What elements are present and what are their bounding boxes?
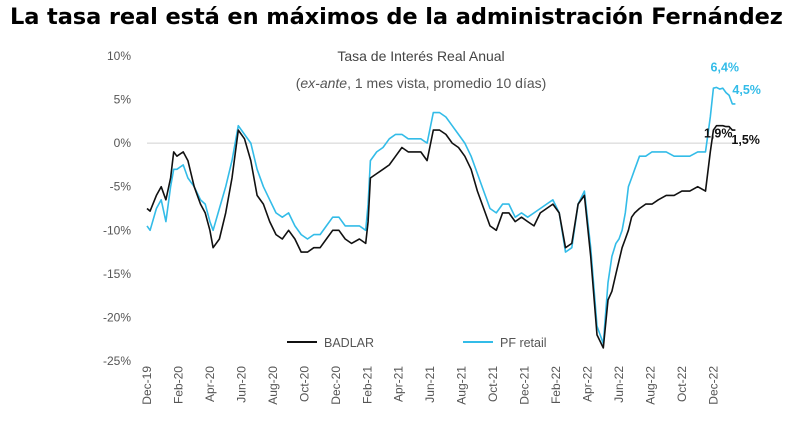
- x-tick-label: Aug-21: [455, 366, 469, 405]
- x-tick-label: Apr-20: [203, 366, 217, 402]
- chart-title: Tasa de Interés Real Anual: [337, 48, 504, 64]
- chart-subtitle-italic: ex-ante: [300, 75, 347, 91]
- x-tick-label: Feb-20: [171, 366, 185, 404]
- headline: La tasa real está en máximos de la admin…: [10, 4, 783, 30]
- chart-subtitle-open: (: [296, 75, 301, 91]
- series-lines: [146, 86, 736, 349]
- series-line-badlar: [146, 124, 736, 349]
- annotation-label: 1,9%: [704, 127, 733, 141]
- x-axis-ticks: Dec-19 Feb-20 Apr-20 Jun-20 Aug-20 Oct-20 Dec-…: [140, 366, 720, 405]
- x-tick-label: Aug-20: [266, 366, 280, 405]
- y-tick-label: -10%: [103, 223, 131, 237]
- y-tick-label: 5%: [114, 93, 132, 107]
- chart-subtitle: (ex-ante, 1 mes vista, promedio 10 días): [296, 75, 547, 91]
- x-tick-label: Feb-22: [549, 366, 563, 404]
- y-tick-label: -15%: [103, 267, 131, 281]
- x-tick-label: Oct-20: [297, 366, 311, 402]
- y-tick-label: -20%: [103, 310, 131, 324]
- x-tick-label: Feb-21: [360, 366, 374, 404]
- y-tick-label: 10%: [107, 49, 131, 63]
- x-tick-label: Apr-22: [581, 366, 595, 402]
- annotations: 6,4% 4,5% 1,9%1,5%: [704, 60, 761, 147]
- x-tick-label: Aug-22: [643, 366, 657, 405]
- legend-label: PF retail: [500, 336, 547, 350]
- x-tick-label: Dec-20: [329, 366, 343, 405]
- series-line-pf-retail: [146, 86, 736, 345]
- legend-label: BADLAR: [324, 336, 374, 350]
- legend: BADLAR PF retail: [287, 336, 547, 350]
- annotation-label: 1,5%: [731, 133, 760, 147]
- annotation-label: 4,5%: [732, 83, 761, 97]
- x-tick-label: Apr-21: [392, 366, 406, 402]
- x-tick-label: Dec-19: [140, 366, 154, 405]
- chart-subtitle-rest: , 1 mes vista, promedio 10 días): [347, 75, 546, 91]
- x-tick-label: Dec-21: [518, 366, 532, 405]
- y-axis-ticks: 10% 5% 0% -5% -10% -15% -20% -25%: [103, 49, 131, 368]
- x-tick-label: Oct-22: [675, 366, 689, 402]
- y-tick-label: -25%: [103, 354, 131, 368]
- x-tick-label: Jun-22: [612, 366, 626, 403]
- y-tick-label: -5%: [110, 180, 132, 194]
- x-tick-label: Oct-21: [486, 366, 500, 402]
- y-tick-label: 0%: [114, 136, 132, 150]
- x-tick-label: Jun-21: [423, 366, 437, 403]
- x-tick-label: Jun-20: [234, 366, 248, 403]
- x-tick-label: Dec-22: [706, 366, 720, 405]
- annotation-label: 6,4%: [711, 60, 740, 74]
